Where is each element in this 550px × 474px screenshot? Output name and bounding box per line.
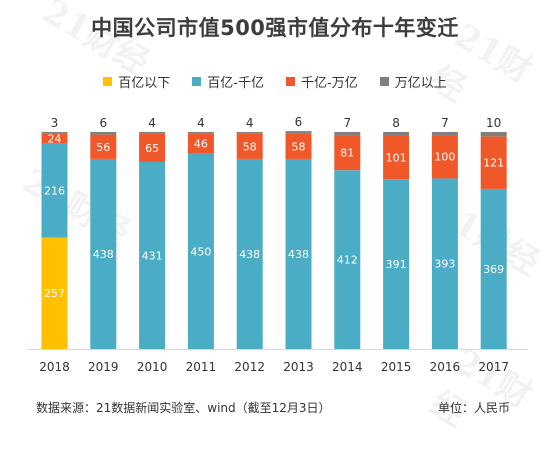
data-label: 101: [386, 151, 407, 164]
bar-segment: [90, 132, 117, 135]
bar-segment: [139, 161, 166, 349]
bar-segment: [431, 132, 458, 136]
legend: 百亿以下 百亿-千亿 千亿-万亿 万亿以上: [0, 72, 550, 91]
data-label: 46: [194, 138, 208, 151]
x-tick-label: 2012: [234, 360, 265, 374]
legend-label: 千亿-万亿: [301, 76, 358, 91]
bar-segment: [285, 131, 312, 134]
bar-segment: [90, 134, 117, 159]
legend-swatch: [103, 77, 113, 86]
data-label: 65: [145, 142, 159, 155]
source-note: 数据来源：21数据新闻实验室、wind（截至12月3日）: [36, 401, 331, 415]
bar-segment: [187, 133, 214, 154]
data-label: 391: [386, 258, 407, 271]
legend-item: 百亿以下: [103, 72, 170, 91]
legend-item: 千亿-万亿: [286, 72, 358, 91]
legend-label: 百亿-千亿: [207, 76, 264, 91]
x-tick-label: 2016: [430, 360, 461, 374]
legend-label: 百亿以下: [118, 76, 171, 91]
bar-segment: [383, 179, 410, 349]
data-label: 121: [483, 157, 504, 170]
bar-segment: [236, 158, 263, 349]
data-label: 438: [239, 248, 260, 261]
bar-segment: [41, 237, 68, 349]
data-label: 4: [148, 116, 156, 130]
bar-segment: [187, 132, 214, 134]
bar-segment: [480, 188, 507, 349]
data-label: 10: [486, 116, 501, 130]
bar-segment: [41, 132, 68, 134]
data-label: 58: [243, 140, 257, 153]
bar-segment: [285, 158, 312, 349]
legend-swatch: [286, 77, 295, 86]
data-label: 412: [337, 254, 358, 267]
data-label: 431: [142, 249, 163, 262]
bar-segment: [187, 153, 214, 349]
legend-swatch: [192, 77, 202, 86]
data-label: 369: [483, 263, 504, 276]
data-label: 450: [190, 245, 211, 258]
bar-segment: [383, 132, 410, 136]
bar-segment: [334, 132, 361, 136]
bar-segment: [139, 132, 166, 134]
data-label: 438: [288, 248, 309, 261]
bar-segment: [139, 133, 166, 162]
bar-segment: [41, 143, 68, 238]
bar-segment: [431, 135, 458, 179]
data-label: 24: [48, 133, 62, 146]
chart-title: 中国公司市值500强市值分布十年变迁: [91, 16, 459, 40]
x-tick-label: 2013: [283, 360, 314, 374]
data-label: 7: [343, 116, 351, 130]
data-label: 58: [292, 140, 306, 153]
x-tick-label: 2019: [88, 360, 119, 374]
x-tick-label: 2018: [39, 360, 70, 374]
bar-segment: [480, 132, 507, 137]
data-label: 100: [434, 151, 455, 164]
data-label: 8: [392, 116, 400, 130]
x-tick-label: 2017: [478, 360, 509, 374]
bar-segment: [334, 170, 361, 349]
data-label: 81: [340, 147, 354, 160]
bar-segment: [285, 133, 312, 159]
data-label: 4: [197, 116, 205, 130]
bar-segment: [236, 133, 263, 159]
x-tick-label: 2010: [137, 360, 168, 374]
data-label: 6: [99, 116, 107, 130]
data-label: 216: [44, 185, 65, 198]
bar-segment: [334, 135, 361, 171]
legend-label: 万亿以上: [394, 76, 447, 91]
bar-segment: [431, 178, 458, 349]
legend-item: 万亿以上: [379, 72, 447, 91]
bar-segment: [90, 158, 117, 349]
data-label: 3: [51, 116, 59, 130]
x-tick-label: 2015: [381, 360, 412, 374]
legend-item: 百亿-千亿: [192, 72, 264, 91]
data-label: 393: [434, 258, 455, 271]
x-tick-label: 2014: [332, 360, 363, 374]
data-label: 6: [295, 115, 303, 129]
data-label: 4: [246, 116, 254, 130]
bar-segment: [41, 133, 68, 144]
data-label: 56: [96, 141, 110, 154]
bar-segment: [383, 135, 410, 180]
unit-note: 单位：人民币: [437, 401, 510, 415]
stacked-bar-chart: 2572162432018438566201943165420104504642…: [28, 115, 528, 374]
data-label: 7: [441, 116, 449, 130]
legend-swatch: [379, 77, 389, 86]
data-label: 438: [93, 248, 114, 261]
bar-segment: [480, 136, 507, 189]
bar-segment: [236, 132, 263, 134]
data-label: 257: [44, 287, 65, 300]
x-tick-label: 2011: [186, 360, 217, 374]
